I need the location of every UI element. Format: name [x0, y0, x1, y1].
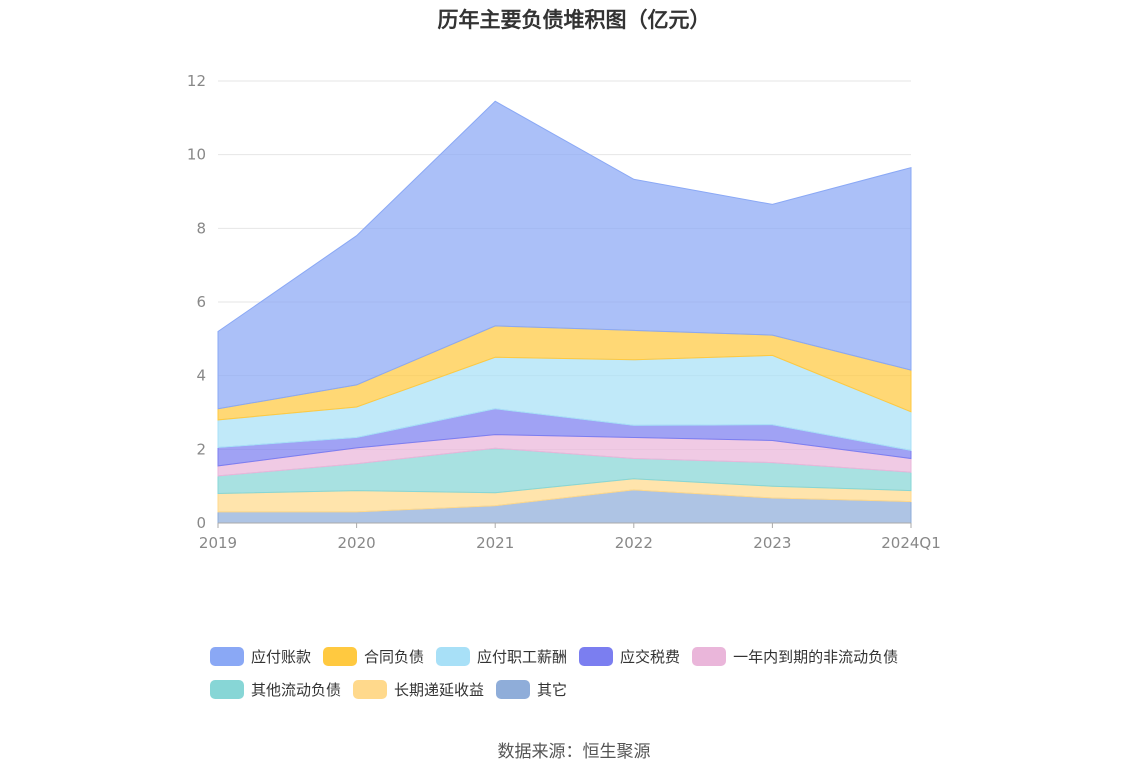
chart-title: 历年主要负债堆积图（亿元） [437, 8, 711, 32]
legend-label: 应付账款 [251, 648, 312, 666]
legend-swatch [210, 647, 244, 666]
y-tick-label: 6 [196, 293, 206, 311]
legend-item[interactable]: 合同负债 [323, 646, 424, 667]
legend-item[interactable]: 其他流动负债 [210, 679, 341, 700]
legend-row-1: 应付账款 合同负债 应付职工薪酬 应交税费 一年内到期的非流动负债 [210, 640, 970, 673]
x-tick-label: 2022 [615, 534, 653, 552]
legend-label: 合同负债 [364, 648, 425, 666]
legend-label: 其它 [537, 681, 568, 699]
area-series [217, 100, 912, 524]
y-tick-label: 4 [196, 367, 206, 385]
legend-item[interactable]: 应付账款 [210, 646, 311, 667]
legend-item[interactable]: 一年内到期的非流动负债 [692, 646, 898, 667]
y-tick-label: 12 [187, 72, 206, 90]
legend-swatch [692, 647, 727, 666]
y-tick-label: 8 [196, 219, 206, 237]
legend-swatch [436, 647, 471, 666]
y-tick-label: 0 [196, 514, 206, 532]
legend-item[interactable]: 其它 [496, 679, 567, 700]
x-tick-label: 2024Q1 [881, 534, 941, 552]
legend-label: 一年内到期的非流动负债 [733, 648, 899, 666]
legend-item[interactable]: 应交税费 [579, 646, 680, 667]
legend-row-2: 其他流动负债 长期递延收益 其它 [210, 673, 970, 706]
x-tick-label: 2021 [476, 534, 514, 552]
legend-swatch [210, 680, 244, 699]
area-7 [217, 100, 912, 410]
legend-label: 长期递延收益 [394, 681, 485, 699]
legend-label: 应付职工薪酬 [477, 648, 568, 666]
legend-item[interactable]: 应付职工薪酬 [436, 646, 567, 667]
y-tick-label: 2 [196, 440, 206, 458]
legend-item[interactable]: 长期递延收益 [353, 679, 484, 700]
legend-swatch [323, 647, 358, 666]
legend-label: 应交税费 [620, 648, 681, 666]
legend-swatch [579, 647, 614, 666]
legend-swatch [353, 680, 388, 699]
y-tick-label: 10 [187, 146, 206, 164]
x-tick-label: 2019 [199, 534, 237, 552]
legend-swatch [496, 680, 531, 699]
legend-label: 其他流动负债 [251, 681, 342, 699]
x-tick-label: 2020 [338, 534, 376, 552]
x-tick-label: 2023 [753, 534, 791, 552]
data-source: 数据来源：恒生聚源 [497, 742, 651, 762]
axes: 0 2 4 6 8 10 12 2019 2020 2021 2022 2023 2024Q1 [187, 72, 941, 552]
legend: 应付账款 合同负债 应付职工薪酬 应交税费 一年内到期的非流动负债 其他流动负债 长期递延… [210, 640, 970, 706]
stacked-area-chart: 0 2 4 6 8 10 12 2019 2020 2021 2022 2023 2024Q1 [187, 72, 941, 552]
